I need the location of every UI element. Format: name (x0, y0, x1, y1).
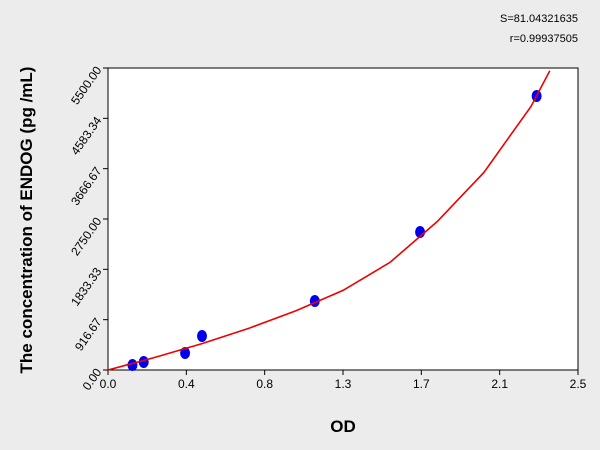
stat-s: S=81.04321635 (500, 13, 578, 25)
y-axis-title: The concentration of ENDOG (pg /mL) (17, 67, 36, 374)
x-tick-label: 0.0 (100, 377, 117, 391)
y-tick-label: 5500.00 (68, 63, 105, 107)
x-tick-label: 1.7 (413, 377, 430, 391)
fit-curve (107, 70, 551, 371)
y-tick-label: 1833.33 (68, 265, 105, 309)
x-tick-label: 0.8 (256, 377, 273, 391)
data-point (197, 329, 207, 342)
plot-area (107, 67, 579, 371)
x-tick-label: 1.3 (335, 377, 352, 391)
y-tick-label: 2750.00 (68, 214, 105, 258)
x-axis-title: OD (330, 417, 356, 436)
stat-r: r=0.99937505 (510, 33, 578, 45)
y-tick-label: 4583.34 (68, 114, 105, 158)
x-tick-label: 0.4 (178, 377, 195, 391)
y-tick-label: 3666.67 (68, 164, 105, 208)
x-tick-label: 2.1 (491, 377, 508, 391)
y-tick-label: 916.67 (72, 315, 105, 353)
x-tick-label: 2.5 (570, 377, 587, 391)
